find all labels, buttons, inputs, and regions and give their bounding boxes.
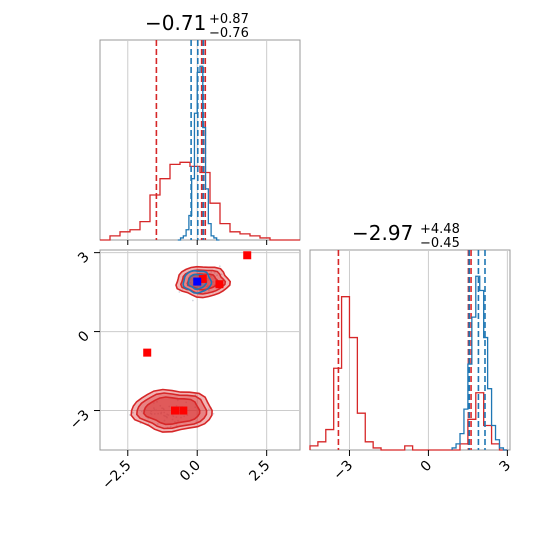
joint-y-ticks: −3 0 3 [67, 249, 100, 433]
marginal-y-tick-label: −3 [330, 458, 356, 484]
sample-point [149, 412, 152, 415]
sample-point [140, 410, 143, 413]
y-tick-label: −3 [67, 407, 93, 433]
sample-point [152, 402, 155, 404]
sample-point [177, 419, 179, 422]
sample-point [194, 406, 197, 409]
sample-point [183, 415, 186, 418]
x-tick-label: 0.0 [177, 458, 204, 485]
sample-point [164, 415, 167, 418]
joint-plot-area [129, 251, 252, 433]
sample-point [194, 393, 197, 396]
marginal-y-title-minus: −0.45 [420, 236, 460, 251]
sample-point [171, 418, 174, 421]
x-tick-label: −2.5 [99, 458, 134, 493]
sample-point [186, 414, 189, 417]
sample-point [176, 399, 179, 402]
point-marker-red [243, 251, 252, 260]
sample-point [153, 409, 156, 411]
sample-point [172, 415, 175, 418]
sample-point [198, 285, 200, 288]
sample-point [163, 411, 166, 414]
sample-point [218, 265, 221, 268]
sample-point [156, 400, 158, 403]
joint-x-ticks: −2.5 0.0 2.5 [99, 450, 273, 493]
panel-joint: −2.5 0.0 2.5 −3 0 3 [67, 249, 301, 493]
blue-series-histogram [451, 275, 508, 451]
panel-marginal-y: −3 0 3 −2.97 +4.48 −0.45 [309, 221, 514, 483]
sample-point [191, 284, 194, 287]
sample-point [212, 412, 215, 415]
sample-point [188, 409, 191, 412]
sample-point [153, 413, 156, 415]
x-tick-label: 2.5 [246, 458, 273, 485]
point-marker-red [171, 406, 179, 415]
sample-point [175, 424, 178, 427]
sample-point [220, 273, 223, 276]
sample-point [168, 405, 171, 408]
y-tick-label: 0 [75, 328, 93, 346]
point-marker-red [215, 280, 224, 289]
sample-point [208, 289, 210, 292]
sample-point [195, 420, 198, 422]
marginal-y-tick-label: 3 [497, 458, 515, 476]
sample-point [156, 423, 159, 425]
marginal-y-tick-label: 0 [418, 458, 436, 476]
marginal-x-plot-area [100, 40, 300, 241]
marginal-y-x-ticks: −3 0 3 [330, 450, 514, 483]
sample-point [163, 419, 166, 422]
sample-point [161, 407, 163, 410]
red-series-histogram [309, 296, 508, 451]
sample-point [189, 281, 192, 284]
marginal-y-title-value: −2.97 [352, 221, 413, 245]
sample-point [175, 404, 178, 407]
sample-point [160, 411, 163, 414]
sample-point [210, 270, 213, 273]
point-marker-red [143, 348, 152, 357]
sample-point [205, 285, 208, 288]
sample-point [175, 416, 178, 419]
sample-point [191, 299, 194, 302]
sample-point [129, 413, 131, 416]
point-marker-red [198, 274, 207, 283]
sample-point [155, 409, 158, 412]
truth-marker-blue [193, 277, 202, 286]
marginal-x-title-minus: −0.76 [209, 26, 249, 41]
sample-point [209, 275, 212, 278]
sample-point [206, 279, 209, 282]
blue-series-histogram [177, 65, 220, 241]
sample-point [173, 420, 176, 423]
marginal-x-title-plus: +0.87 [209, 12, 249, 27]
sample-point [132, 411, 134, 414]
marginal-y-title-plus: +4.48 [420, 222, 460, 237]
point-marker-red [179, 406, 188, 415]
blue-contour-outer [182, 269, 213, 295]
sample-point [169, 425, 172, 428]
sample-point [150, 410, 153, 413]
marginal-x-title-value: −0.71 [145, 11, 206, 35]
sample-point [166, 416, 168, 419]
sample-point [207, 408, 210, 411]
sample-point [212, 281, 215, 283]
panel-marginal-x: −0.71 +0.87 −0.76 [99, 11, 301, 245]
y-tick-label: 3 [75, 249, 93, 267]
sample-point [159, 404, 162, 407]
sample-point [213, 271, 216, 274]
sample-point [153, 407, 155, 409]
sample-point [185, 401, 188, 404]
sample-point [216, 274, 218, 277]
sample-point [157, 412, 160, 415]
sample-point [178, 291, 181, 293]
sample-point [167, 414, 170, 416]
sample-point [180, 416, 182, 419]
marginal-y-grid [348, 250, 508, 450]
sample-point [206, 284, 209, 287]
marginal-y-plot-area [309, 250, 508, 451]
sample-point [162, 408, 165, 411]
